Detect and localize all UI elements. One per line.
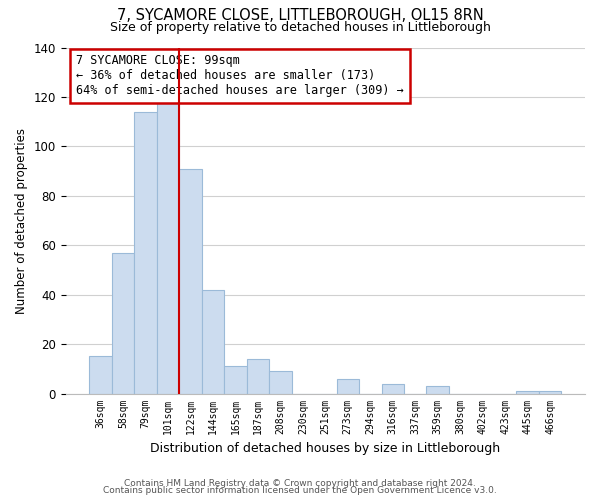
Text: Size of property relative to detached houses in Littleborough: Size of property relative to detached ho… xyxy=(110,21,490,34)
Text: Contains HM Land Registry data © Crown copyright and database right 2024.: Contains HM Land Registry data © Crown c… xyxy=(124,478,476,488)
Bar xyxy=(134,112,157,394)
Bar xyxy=(224,366,247,394)
Bar xyxy=(427,386,449,394)
X-axis label: Distribution of detached houses by size in Littleborough: Distribution of detached houses by size … xyxy=(150,442,500,455)
Text: 7, SYCAMORE CLOSE, LITTLEBOROUGH, OL15 8RN: 7, SYCAMORE CLOSE, LITTLEBOROUGH, OL15 8… xyxy=(116,8,484,22)
Bar xyxy=(269,372,292,394)
Text: 7 SYCAMORE CLOSE: 99sqm
← 36% of detached houses are smaller (173)
64% of semi-d: 7 SYCAMORE CLOSE: 99sqm ← 36% of detache… xyxy=(76,54,404,98)
Bar xyxy=(202,290,224,394)
Bar xyxy=(247,359,269,394)
Bar xyxy=(112,252,134,394)
Bar xyxy=(337,378,359,394)
Text: Contains public sector information licensed under the Open Government Licence v3: Contains public sector information licen… xyxy=(103,486,497,495)
Bar xyxy=(89,356,112,394)
Bar xyxy=(517,391,539,394)
Bar xyxy=(382,384,404,394)
Bar xyxy=(157,102,179,394)
Y-axis label: Number of detached properties: Number of detached properties xyxy=(15,128,28,314)
Bar xyxy=(179,168,202,394)
Bar xyxy=(539,391,562,394)
